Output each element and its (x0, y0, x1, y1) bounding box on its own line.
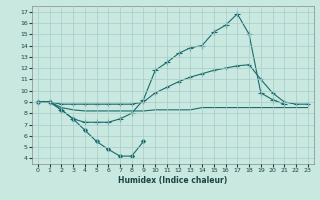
X-axis label: Humidex (Indice chaleur): Humidex (Indice chaleur) (118, 176, 228, 185)
